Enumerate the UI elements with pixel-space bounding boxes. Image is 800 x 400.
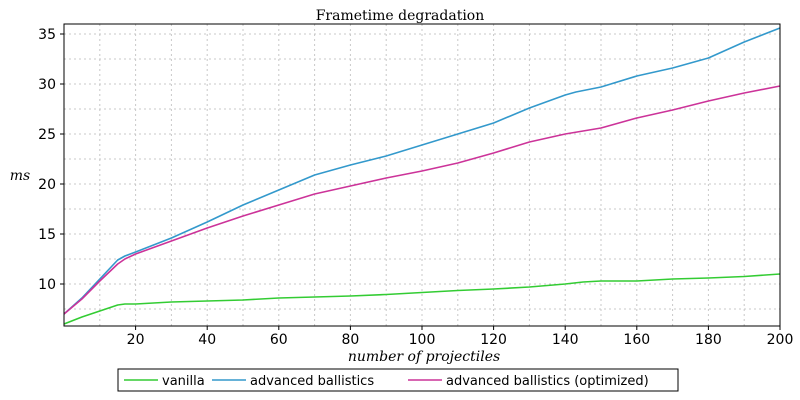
- x-tick-label: 140: [552, 332, 579, 348]
- y-tick-label: 25: [38, 127, 56, 143]
- series-line-2: [63, 27, 781, 315]
- series-lines: [63, 27, 781, 325]
- axes: 20 40 60 80 100 120 140 160 180 200 10 15 20 25 30 35: [38, 27, 793, 348]
- x-tick-label: 20: [127, 332, 145, 348]
- y-tick-label: 10: [38, 277, 56, 293]
- x-axis-label: number of projectiles: [348, 349, 500, 365]
- legend-label: advanced ballistics: [250, 374, 374, 389]
- x-tick-label: 60: [270, 332, 288, 348]
- x-tick-label: 80: [341, 332, 359, 348]
- series-line-1: [63, 273, 781, 325]
- x-tick-label: 100: [409, 332, 436, 348]
- y-tick-label: 15: [38, 227, 56, 243]
- legend: vanilla advanced ballistics advanced balli…: [117, 368, 679, 392]
- legend-label: advanced ballistics (optimized): [446, 374, 649, 389]
- y-tick-label: 35: [38, 27, 56, 43]
- x-tick-label: 120: [480, 332, 507, 348]
- y-axis-label: ms: [10, 168, 30, 184]
- grid: [64, 24, 780, 326]
- x-tick-label: 40: [198, 332, 216, 348]
- x-tick-label: 200: [767, 332, 794, 348]
- x-tick-label: 160: [623, 332, 650, 348]
- y-tick-label: 30: [38, 77, 56, 93]
- series-line-3: [63, 85, 781, 315]
- x-tick-label: 180: [695, 332, 722, 348]
- chart-title: Frametime degradation: [316, 8, 485, 24]
- legend-label: vanilla: [162, 374, 205, 389]
- y-tick-label: 20: [38, 177, 56, 193]
- legend-box: [117, 368, 679, 392]
